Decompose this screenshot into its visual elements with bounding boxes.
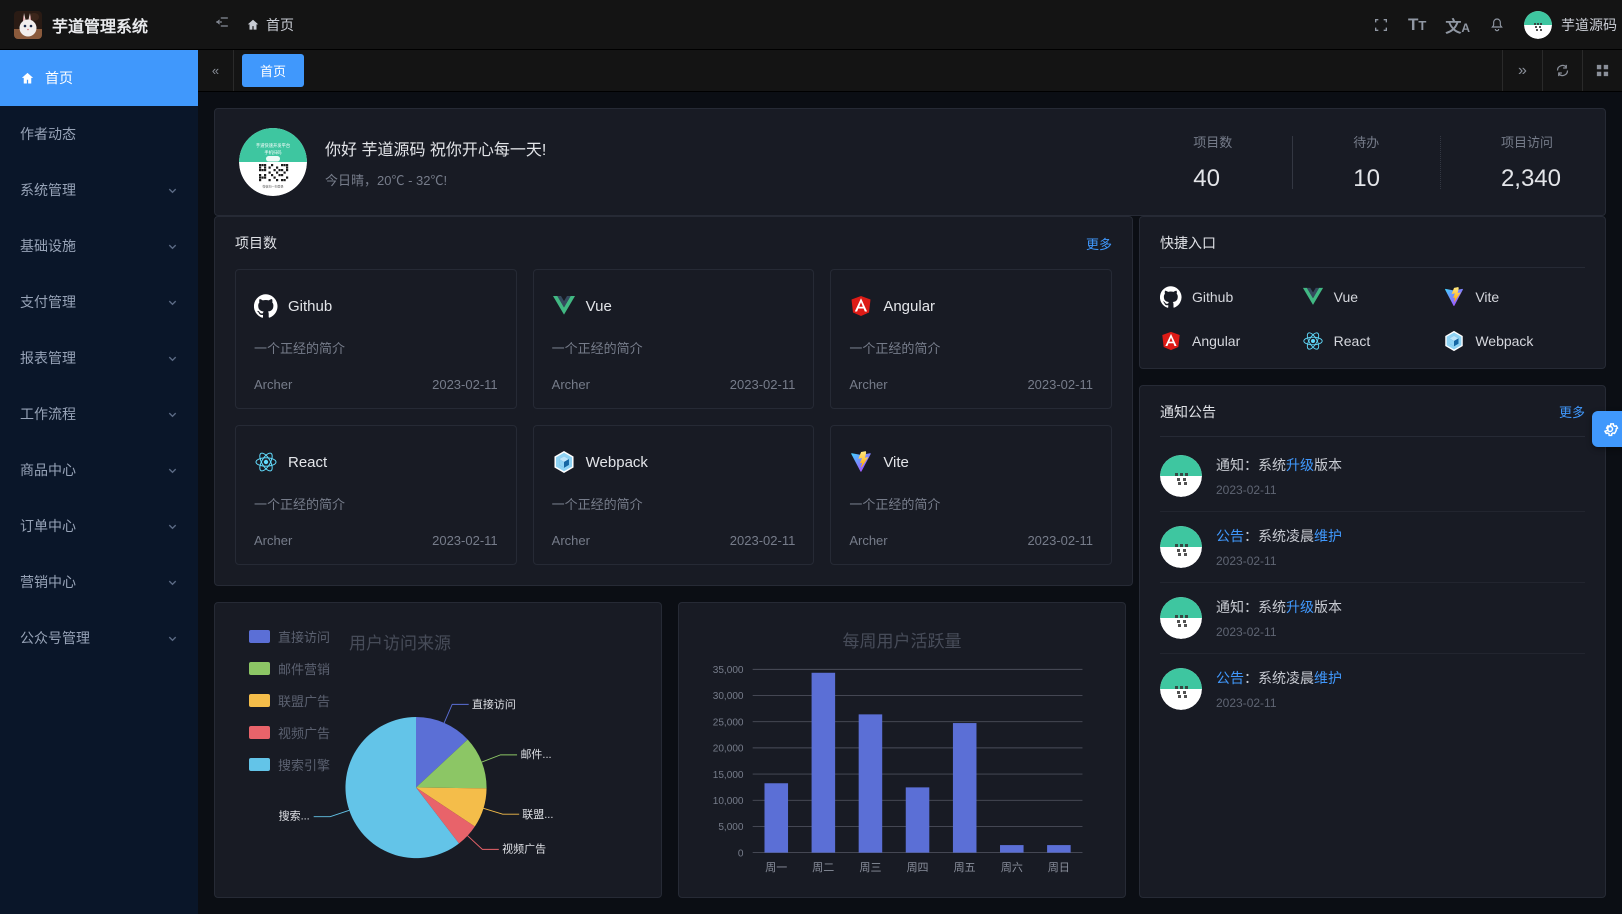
svg-text:30,000: 30,000 [713, 691, 744, 702]
svg-text:10,000: 10,000 [713, 796, 744, 807]
svg-text:0: 0 [738, 848, 744, 859]
svg-text:20,000: 20,000 [713, 744, 744, 755]
svg-text:手机扫码: 手机扫码 [264, 149, 282, 156]
svg-text:邮件...: 邮件... [520, 747, 551, 761]
svg-text:5,000: 5,000 [718, 822, 744, 833]
svg-text:微信扫一扫登录: 微信扫一扫登录 [262, 184, 283, 189]
svg-text:25,000: 25,000 [713, 717, 744, 728]
svg-text:周一: 周一 [765, 861, 787, 874]
svg-text:视频广告: 视频广告 [502, 842, 546, 856]
svg-text:搜索...: 搜索... [279, 809, 310, 823]
svg-text:15,000: 15,000 [713, 770, 744, 781]
svg-text:周三: 周三 [859, 861, 881, 874]
svg-text:周六: 周六 [1001, 861, 1023, 874]
svg-text:联盟...: 联盟... [522, 808, 553, 821]
svg-text:直接访问: 直接访问 [472, 697, 516, 711]
svg-text:周四: 周四 [907, 861, 929, 874]
svg-text:芋道快速开发平台: 芋道快速开发平台 [256, 142, 290, 149]
svg-text:周五: 周五 [954, 861, 976, 874]
svg-text:周二: 周二 [812, 861, 834, 874]
svg-text:35,000: 35,000 [713, 665, 744, 676]
svg-text:周日: 周日 [1048, 861, 1070, 874]
